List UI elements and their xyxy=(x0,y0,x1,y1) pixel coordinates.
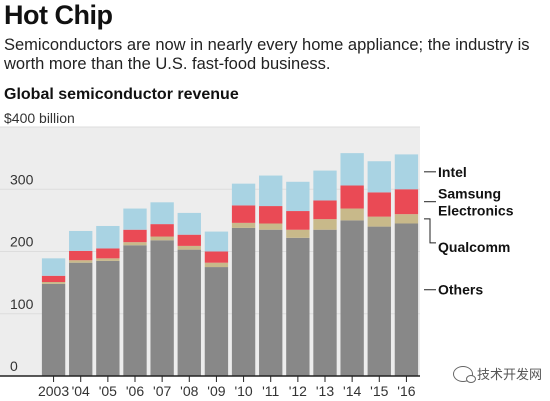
bar-qualcomm xyxy=(177,245,201,250)
bar-samsung-electronics xyxy=(41,275,66,283)
chart-subtitle: Semiconductors are now in nearly every h… xyxy=(4,36,530,73)
x-tick-label: '16 xyxy=(397,383,415,399)
bar-intel xyxy=(204,231,229,252)
x-tick-label: '04 xyxy=(72,383,90,399)
y-tick-label: 0 xyxy=(10,358,18,374)
y-tick-label: 300 xyxy=(10,171,34,187)
bar-samsung-electronics xyxy=(367,192,391,217)
bar-samsung-electronics xyxy=(394,189,419,215)
bar-qualcomm xyxy=(259,223,283,230)
bar-intel xyxy=(340,153,364,186)
x-tick-label: '13 xyxy=(316,383,334,399)
bar-others xyxy=(177,249,201,376)
bar-samsung-electronics xyxy=(340,185,364,209)
bar-intel xyxy=(69,230,93,251)
x-tick-label: '08 xyxy=(180,383,198,399)
bar-qualcomm xyxy=(394,214,419,224)
bar-qualcomm xyxy=(41,282,66,284)
legend-label-line: Electronics xyxy=(438,203,514,219)
bar-intel xyxy=(123,208,147,230)
bar-qualcomm xyxy=(340,208,364,221)
bar-others xyxy=(96,260,120,376)
bar-others xyxy=(367,226,391,376)
bar-samsung-electronics xyxy=(286,211,310,230)
x-tick-label: '15 xyxy=(370,383,388,399)
bar-others xyxy=(41,283,66,376)
bar-intel xyxy=(313,170,337,201)
bar-intel xyxy=(96,225,120,249)
y-tick-label: 200 xyxy=(10,234,34,250)
bar-intel xyxy=(259,175,283,207)
legend-label-line: Intel xyxy=(438,164,467,180)
x-tick-label: '12 xyxy=(289,383,307,399)
legend-label-others: Others xyxy=(438,282,483,298)
bar-intel xyxy=(41,258,66,276)
x-tick-label: '05 xyxy=(99,383,117,399)
legend-label-line: Others xyxy=(438,282,483,298)
x-tick-label: '07 xyxy=(153,383,171,399)
bar-qualcomm xyxy=(96,258,120,261)
bar-samsung-electronics xyxy=(313,200,337,220)
x-tick-label: 2003 xyxy=(38,383,69,399)
bar-others xyxy=(259,229,283,376)
wechat-icon xyxy=(452,365,476,383)
bar-others xyxy=(313,229,337,376)
bar-others xyxy=(394,223,419,376)
bar-samsung-electronics xyxy=(150,224,174,237)
legend-label-samsung-electronics: Samsung Electronics xyxy=(438,186,514,219)
legend-label-line: Qualcomm xyxy=(438,239,510,255)
bar-samsung-electronics xyxy=(204,251,229,263)
bar-others xyxy=(340,220,364,377)
bar-others xyxy=(231,227,256,376)
bar-others xyxy=(69,262,93,376)
x-tick-label: '09 xyxy=(207,383,225,399)
x-tick-label: '11 xyxy=(262,383,279,399)
bar-qualcomm xyxy=(313,219,337,230)
legend-label-line: Samsung xyxy=(438,186,501,202)
x-tick-label: '10 xyxy=(234,383,252,399)
bar-others xyxy=(286,237,310,376)
watermark-text: 技术开发网 xyxy=(476,367,542,382)
bar-samsung-electronics xyxy=(96,248,120,259)
bar-qualcomm xyxy=(123,242,147,246)
bar-samsung-electronics xyxy=(231,205,256,223)
bar-samsung-electronics xyxy=(123,229,147,243)
x-tick-label: '14 xyxy=(343,383,361,399)
chart-headline: Hot Chip xyxy=(4,0,113,30)
bar-samsung-electronics xyxy=(69,250,93,261)
legend-label-intel: Intel xyxy=(438,164,467,180)
bar-others xyxy=(204,267,229,376)
bar-intel xyxy=(394,154,419,190)
bar-qualcomm xyxy=(204,262,229,268)
bar-samsung-electronics xyxy=(177,234,201,246)
bar-intel xyxy=(231,183,256,206)
watermark: 技术开发网 xyxy=(452,364,542,383)
bar-qualcomm xyxy=(150,236,174,241)
bar-qualcomm xyxy=(286,229,310,238)
bar-intel xyxy=(150,202,174,225)
bar-intel xyxy=(286,181,310,212)
y-axis-unit-label: $400 billion xyxy=(4,110,75,126)
bar-qualcomm xyxy=(367,216,391,227)
bar-others xyxy=(123,245,147,376)
x-tick-label: '06 xyxy=(126,383,144,399)
legend-connector-qualcomm xyxy=(424,218,436,244)
bar-qualcomm xyxy=(231,222,256,228)
bar-others xyxy=(150,240,174,376)
bar-intel xyxy=(367,161,391,193)
chart-title: Global semiconductor revenue xyxy=(4,86,239,103)
y-tick-label: 100 xyxy=(10,296,34,312)
bar-samsung-electronics xyxy=(259,206,283,224)
legend-label-qualcomm: Qualcomm xyxy=(438,239,510,255)
bar-qualcomm xyxy=(69,260,93,263)
bar-intel xyxy=(177,212,201,235)
